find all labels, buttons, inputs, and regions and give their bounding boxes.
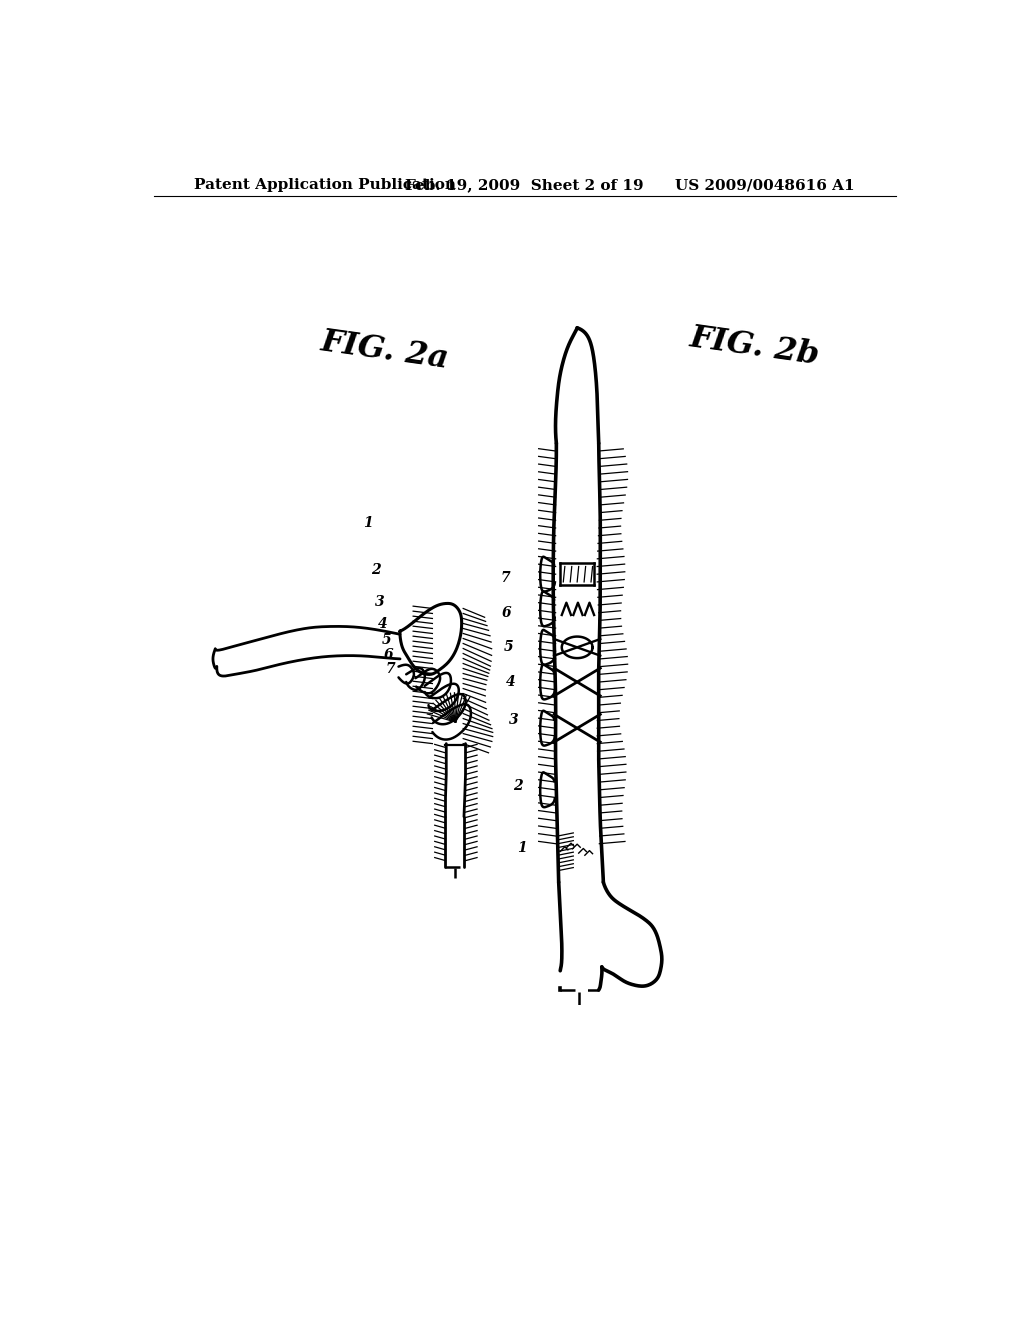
Text: 7: 7	[385, 661, 395, 676]
Text: US 2009/0048616 A1: US 2009/0048616 A1	[675, 178, 854, 193]
Text: 4: 4	[506, 675, 516, 689]
Text: 6: 6	[502, 606, 511, 619]
Text: 7: 7	[501, 572, 510, 585]
Text: 5: 5	[381, 632, 391, 647]
Text: 1: 1	[362, 516, 373, 529]
Text: 4: 4	[378, 618, 388, 631]
Text: 1: 1	[517, 841, 526, 854]
Text: FIG. 2a: FIG. 2a	[318, 326, 451, 375]
Text: Feb. 19, 2009  Sheet 2 of 19: Feb. 19, 2009 Sheet 2 of 19	[406, 178, 644, 193]
Text: 5: 5	[504, 640, 513, 655]
Text: Patent Application Publication: Patent Application Publication	[194, 178, 456, 193]
Text: 2: 2	[513, 779, 522, 793]
Text: 3: 3	[509, 714, 519, 727]
Text: FIG. 2b: FIG. 2b	[687, 322, 821, 371]
Text: 2: 2	[371, 564, 380, 577]
Text: 6: 6	[384, 648, 393, 663]
Text: 3: 3	[375, 595, 384, 609]
